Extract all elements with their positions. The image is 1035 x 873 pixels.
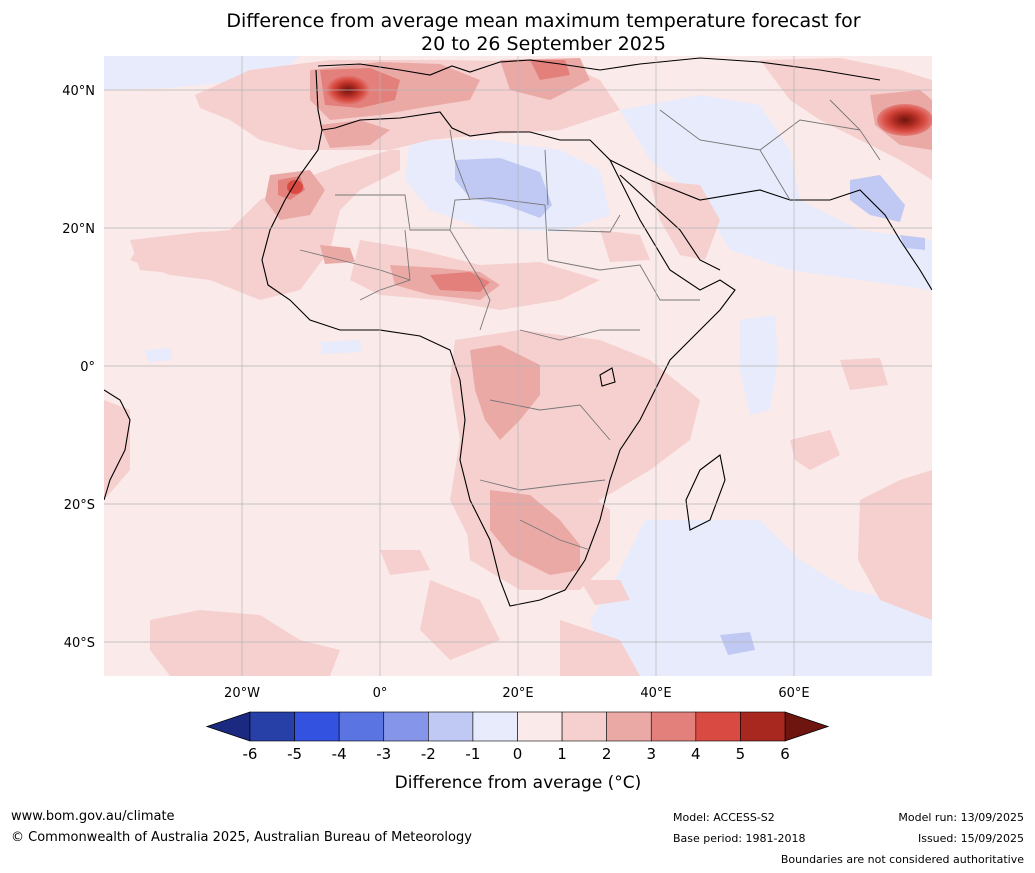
footer-copyright: © Commonwealth of Australia 2025, Austra… — [11, 830, 472, 845]
colorbar-tick-label: -6 — [243, 745, 258, 763]
colorbar: -6 -5 -4 -3 -2 -1 0 1 2 3 4 5 6 — [205, 711, 830, 763]
colorbar-swatch — [338, 711, 385, 742]
longitude-labels: 20°W 0° 20°E 40°E 60°E — [224, 686, 810, 701]
colorbar-swatch — [472, 711, 518, 742]
colorbar-tick-label: -1 — [465, 745, 480, 763]
colorbar-swatch — [383, 711, 429, 742]
graticule — [104, 56, 932, 676]
colorbar-tick-label: 6 — [780, 745, 790, 763]
colorbar-over-arrow — [784, 711, 830, 742]
colorbar-tick-label: 3 — [646, 745, 656, 763]
lon-label: 40°E — [640, 686, 671, 701]
colorbar-under-arrow — [205, 711, 251, 742]
map-title: Difference from average mean maximum tem… — [0, 10, 1035, 56]
lon-label: 20°W — [224, 686, 260, 701]
colorbar-swatch — [428, 711, 474, 742]
footer-issued: Issued: 15/09/2025 — [917, 832, 1024, 845]
lat-label: 40°S — [64, 636, 95, 651]
footer-model: Model: ACCESS-S2 — [673, 811, 775, 824]
lat-label: 0° — [80, 360, 95, 375]
colorbar-label: Difference from average (°C) — [395, 773, 642, 793]
colorbar-swatch — [650, 711, 697, 742]
country-borders — [299, 99, 881, 551]
colorbar-tick-label: -4 — [332, 745, 347, 763]
footer-base-period: Base period: 1981-2018 — [673, 832, 806, 845]
colorbar-tick-label: 1 — [557, 745, 567, 763]
colorbar-swatch — [517, 711, 563, 742]
colorbar-swatch — [695, 711, 741, 742]
latitude-labels: 40°N 20°N 0° 20°S 40°S — [62, 84, 95, 651]
title-line-1: Difference from average mean maximum tem… — [226, 10, 861, 32]
colorbar-swatch — [561, 711, 607, 742]
hot-core-central-asia — [877, 104, 932, 136]
colorbar-tick-label: -3 — [376, 745, 391, 763]
colorbar-swatch — [249, 711, 295, 742]
coastlines — [104, 57, 932, 607]
lat-label: 20°N — [62, 222, 95, 237]
colorbar-tick-label: 0 — [513, 745, 523, 763]
lon-label: 0° — [373, 686, 388, 701]
lat-label: 20°S — [64, 498, 95, 513]
colorbar-swatch — [606, 711, 652, 742]
title-line-2: 20 to 26 September 2025 — [421, 33, 666, 55]
colorbar-tick-label: 4 — [691, 745, 701, 763]
footer-model-run: Model run: 13/09/2025 — [898, 811, 1024, 824]
colorbar-tick-label: -5 — [287, 745, 302, 763]
colorbar-tick-label: 5 — [736, 745, 746, 763]
colorbar-swatch — [294, 711, 340, 742]
lon-label: 60°E — [778, 686, 809, 701]
footer-url[interactable]: www.bom.gov.au/climate — [11, 809, 175, 824]
lat-label: 40°N — [62, 84, 95, 99]
cool-anomaly-regions — [104, 56, 932, 676]
colorbar-swatch — [740, 711, 786, 742]
colorbar-tick-label: 2 — [602, 745, 612, 763]
colorbar-tick-label: -2 — [421, 745, 436, 763]
lon-label: 20°E — [502, 686, 533, 701]
map-area — [104, 56, 932, 676]
footer-disclaimer: Boundaries are not considered authoritat… — [780, 853, 1024, 866]
